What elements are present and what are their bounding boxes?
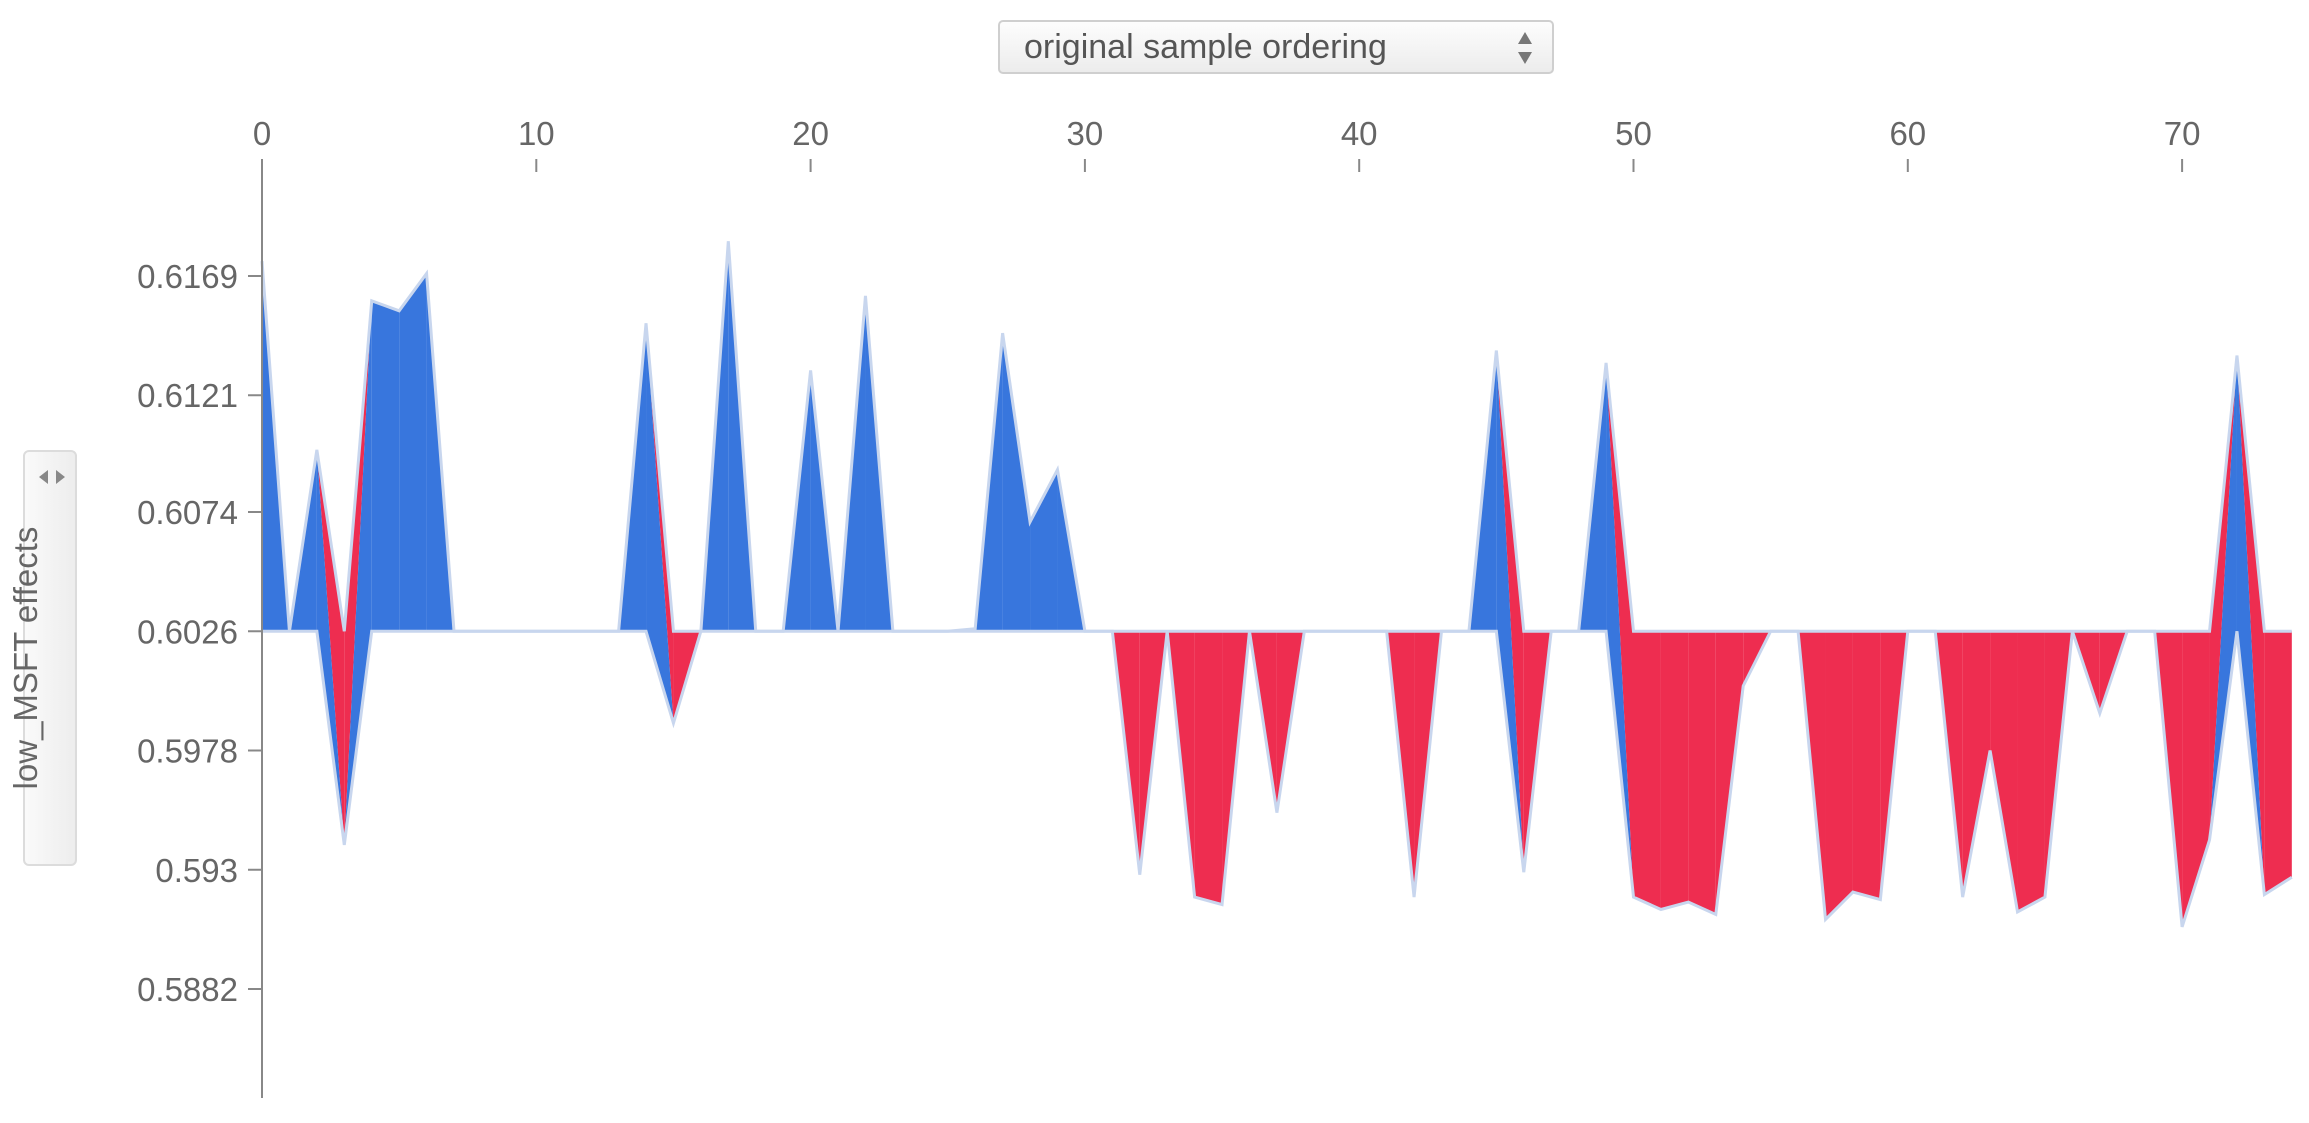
positive-effect-area (1634, 631, 1661, 909)
positive-effect-area (1963, 631, 1990, 897)
negative-effect-area (372, 301, 399, 631)
x-tick-label: 50 (1615, 115, 1652, 152)
y-tick-label: 0.593 (155, 852, 238, 889)
x-tick-label: 30 (1067, 115, 1104, 152)
x-tick-label: 40 (1341, 115, 1378, 152)
y-tick-label: 0.5978 (137, 733, 238, 770)
negative-effect-area (399, 274, 426, 632)
positive-effect-area (2018, 631, 2045, 912)
x-tick-label: 20 (792, 115, 829, 152)
x-tick-label: 60 (1889, 115, 1926, 152)
y-tick-label: 0.6121 (137, 377, 238, 414)
positive-effect-area (1661, 631, 1688, 909)
area-layer (262, 241, 2292, 927)
positive-effect-area (1195, 631, 1222, 904)
negative-effect-area (1003, 333, 1030, 631)
positive-effect-area (2264, 631, 2291, 894)
outline-layer (262, 241, 2292, 927)
upper-outline (262, 241, 2292, 631)
y-tick-label: 0.5882 (137, 971, 238, 1008)
positive-effect-area (1826, 631, 1853, 919)
positive-effect-area (1853, 631, 1880, 899)
y-tick-label: 0.6026 (137, 613, 238, 650)
y-tick-label: 0.6169 (137, 258, 238, 295)
x-tick-label: 0 (253, 115, 271, 152)
x-tick-label: 10 (518, 115, 555, 152)
x-tick-label: 70 (2164, 115, 2201, 152)
y-tick-label: 0.6074 (137, 494, 238, 531)
positive-effect-area (1688, 631, 1715, 914)
